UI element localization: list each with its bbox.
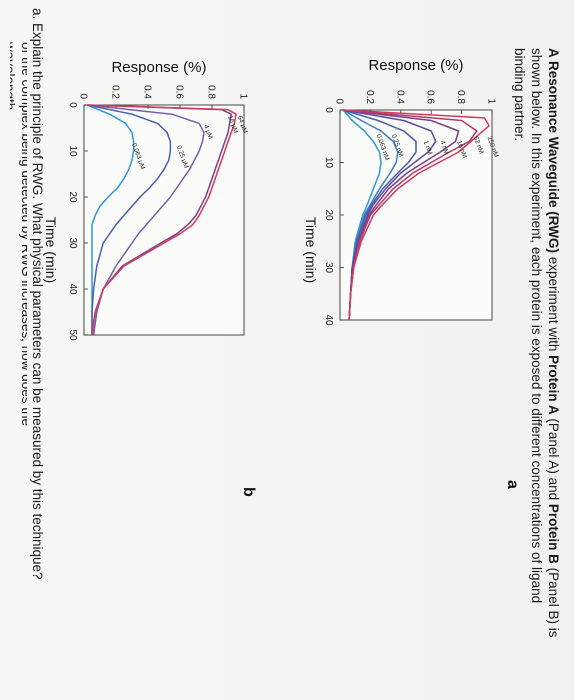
x-tick-label: 30 [323,262,334,274]
x-axis-label: Time (min) [43,217,59,283]
x-tick-label: 0 [323,107,334,113]
question-cutoff-text: of the complex being detected by RWG inc… [10,42,27,426]
x-tick-label: 10 [67,145,78,157]
question-cutoff-line: of the complex being detected by RWG inc… [10,42,27,442]
y-tick-label: 0.8 [206,85,217,99]
y-axis-label: Response (%) [111,59,206,76]
y-tick-label: 0.6 [174,85,185,99]
panel-letter: a [504,480,521,489]
plot-frame [83,104,245,336]
x-axis-label: Time (min) [303,217,319,283]
x-tick-label: 40 [323,314,334,326]
series-line [87,104,232,336]
series-line [342,109,460,321]
y-tick-label: 0 [334,98,345,104]
x-tick-label: 30 [67,237,78,249]
y-tick-label: 0.8 [455,90,466,104]
panel-letter: b [240,487,257,497]
y-tick-label: 1 [486,98,497,104]
series-line [87,104,205,336]
y-tick-label: 0.2 [110,85,121,99]
x-tick-label: 10 [323,157,334,169]
series-label: 4 μM [202,124,214,140]
x-tick-label: 40 [67,283,78,295]
question-a: a. Explain the principle of RWG. What ph… [30,8,45,580]
y-tick-label: 0 [78,93,89,99]
series-line [87,104,237,336]
series-line [87,104,172,335]
series-label: 1 nM [422,140,434,156]
y-tick-label: 1 [238,93,249,99]
x-tick-label: 0 [67,102,78,108]
y-tick-label: 0.2 [364,90,375,104]
chart-panel-a: 0 10 20 30 40 0 0.2 0.4 0.6 0.8 1 Time (min) Respons… [303,57,521,489]
x-tick-label: 50 [67,329,78,341]
y-tick-label: 0.4 [142,85,153,99]
y-axis-label: Response (%) [368,57,463,74]
series-line [86,104,135,335]
series-label: 4 nM [438,140,450,156]
chart-panel-b: 0 10 20 30 40 50 0 0.2 0.4 0.6 0.8 1 Time (min) Respo… [43,59,257,497]
x-tick-label: 20 [67,191,78,203]
y-tick-label: 0.6 [425,90,436,104]
series-line [342,109,490,321]
y-tick-label: 0.4 [394,90,405,104]
x-tick-label: 20 [323,209,334,221]
